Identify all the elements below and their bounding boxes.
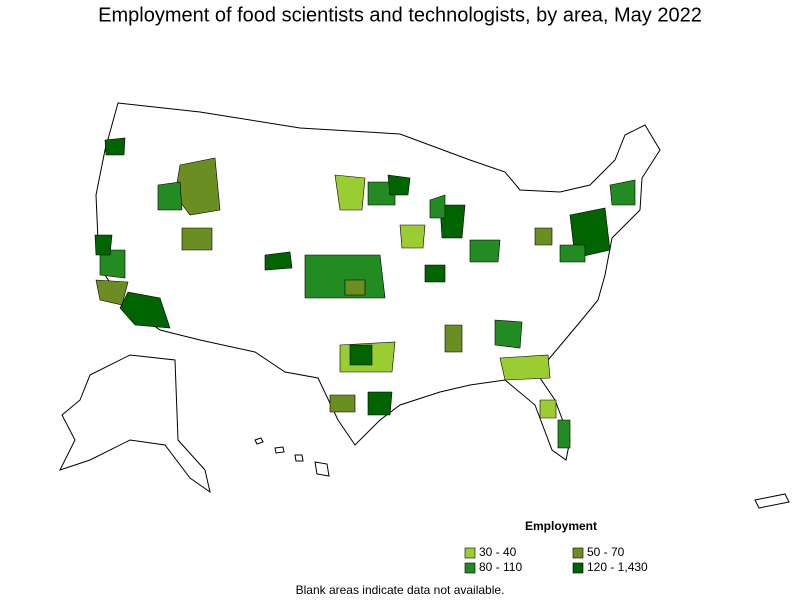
area — [344, 279, 366, 296]
areas — [94, 137, 636, 449]
area — [424, 264, 446, 283]
area — [119, 291, 171, 329]
area — [181, 227, 213, 251]
area — [367, 391, 393, 416]
puerto-rico — [754, 493, 790, 509]
area — [469, 239, 501, 263]
area — [334, 174, 366, 211]
map — [59, 102, 790, 509]
area — [499, 354, 551, 381]
map-title: Employment of food scientists and techno… — [98, 4, 702, 26]
area — [559, 244, 586, 263]
alaska — [59, 354, 211, 494]
area — [104, 137, 126, 156]
area — [367, 181, 396, 206]
area — [94, 234, 113, 256]
area — [387, 174, 411, 196]
legend-title: Employment — [525, 519, 597, 533]
area — [349, 344, 373, 366]
area — [399, 224, 426, 249]
legend-swatch — [572, 562, 584, 574]
area — [494, 319, 523, 349]
legend-label: 80 - 110 — [479, 560, 522, 574]
legend-label: 30 - 40 — [479, 545, 517, 559]
footnote: Blank areas indicate data not available. — [296, 583, 505, 597]
area — [99, 249, 126, 279]
legend-swatch — [464, 562, 476, 574]
legend: 30 - 40 50 - 70 80 - 110 120 - 1,430 — [464, 545, 648, 574]
area — [95, 279, 129, 306]
legend-label: 120 - 1,430 — [587, 560, 648, 574]
hawaii — [254, 437, 330, 477]
area — [609, 179, 636, 206]
area — [329, 394, 356, 413]
area — [264, 251, 293, 271]
area — [539, 399, 557, 419]
area — [429, 194, 446, 219]
area — [534, 227, 553, 246]
area — [557, 419, 571, 449]
area — [444, 324, 463, 353]
area — [157, 181, 183, 211]
legend-label: 50 - 70 — [587, 545, 625, 559]
legend-swatch — [572, 547, 584, 559]
area — [439, 204, 466, 239]
legend-swatch — [464, 547, 476, 559]
